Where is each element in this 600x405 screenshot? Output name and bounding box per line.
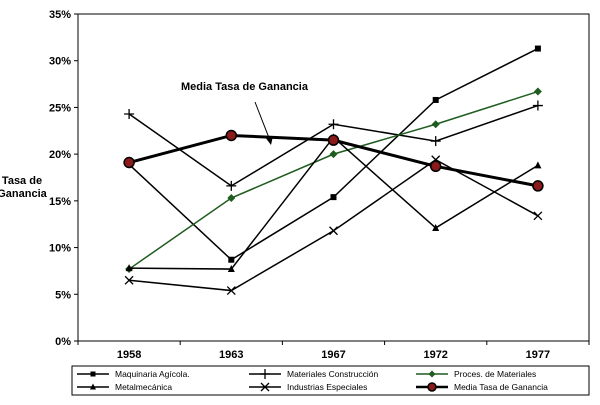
data-point [327, 134, 340, 146]
y-tick-label: 20% [49, 149, 71, 161]
data-point [125, 264, 133, 272]
data-point [534, 45, 541, 52]
annotation-label: Media Tasa de Ganancia [181, 81, 309, 93]
data-point [123, 156, 135, 169]
x-tick-label: 1977 [526, 349, 550, 361]
data-point [329, 226, 338, 236]
data-point [432, 223, 440, 231]
legend-item: Media Tasa de Ganancia [416, 382, 548, 392]
series-1 [124, 100, 543, 191]
data-point [427, 382, 437, 392]
y-tick-label: 10% [49, 243, 71, 255]
legend-item: Maquinaria Agícola. [77, 369, 190, 379]
y-tick-label: 25% [49, 102, 71, 114]
data-point [228, 256, 235, 263]
y-tick-label: 30% [49, 56, 71, 68]
y-axis-title-line1: Tasa de [2, 175, 42, 187]
annotation-arrow [254, 101, 272, 144]
legend-item: Metalmecánica [77, 382, 172, 392]
data-point [532, 100, 543, 111]
data-point [431, 120, 440, 129]
x-tick-label: 1972 [423, 349, 447, 361]
data-point [330, 194, 337, 201]
data-point [260, 382, 270, 392]
data-point [225, 129, 238, 142]
data-point [260, 369, 270, 379]
data-point [428, 370, 436, 378]
data-point [432, 96, 439, 103]
data-point [429, 160, 442, 173]
data-point [227, 194, 236, 203]
plot-area [77, 13, 590, 342]
data-point [532, 180, 544, 192]
data-point [90, 383, 96, 390]
y-tick-label: 0% [55, 336, 71, 348]
legend-label: Media Tasa de Ganancia [454, 382, 548, 392]
y-tick-label: 15% [49, 196, 71, 208]
annotation-arrowhead [265, 136, 273, 145]
series-5 [123, 129, 544, 192]
data-point [328, 119, 339, 130]
data-point [226, 286, 236, 296]
data-point [533, 87, 542, 96]
legend-label: Industrias Especiales [287, 382, 367, 392]
data-point [329, 150, 338, 159]
data-point [534, 161, 542, 169]
data-point [226, 180, 237, 191]
data-point [124, 108, 135, 119]
legend-box [71, 365, 590, 396]
data-point [90, 371, 96, 377]
legend-item: Materiales Construcción [249, 369, 378, 379]
data-point [533, 211, 543, 221]
y-axis: 0% 5% 10% 15% 20% 25% 30% 35% [49, 9, 78, 348]
legend: Maquinaria Agícola. Materiales Construcci… [77, 369, 548, 392]
y-tick-label: 5% [55, 289, 71, 301]
x-tick-label: 1958 [117, 349, 141, 361]
data-point [430, 136, 441, 147]
x-tick-label: 1967 [321, 349, 345, 361]
x-tick-label: 1963 [219, 349, 243, 361]
series-layer [123, 45, 544, 296]
data-point [124, 275, 134, 285]
y-axis-title-line2: Ganancia [0, 188, 48, 200]
legend-label: Proces. de Materiales [454, 369, 536, 379]
legend-label: Materiales Construcción [287, 369, 378, 379]
data-point [227, 265, 235, 273]
legend-item: Industrias Especiales [249, 382, 367, 392]
legend-label: Maquinaria Agícola. [115, 369, 190, 379]
x-axis: 1958 1963 1967 1972 1977 [77, 341, 590, 361]
series-4 [124, 155, 543, 296]
y-tick-label: 35% [49, 9, 71, 21]
legend-label: Metalmecánica [115, 382, 172, 392]
legend-item: Proces. de Materiales [416, 369, 536, 379]
